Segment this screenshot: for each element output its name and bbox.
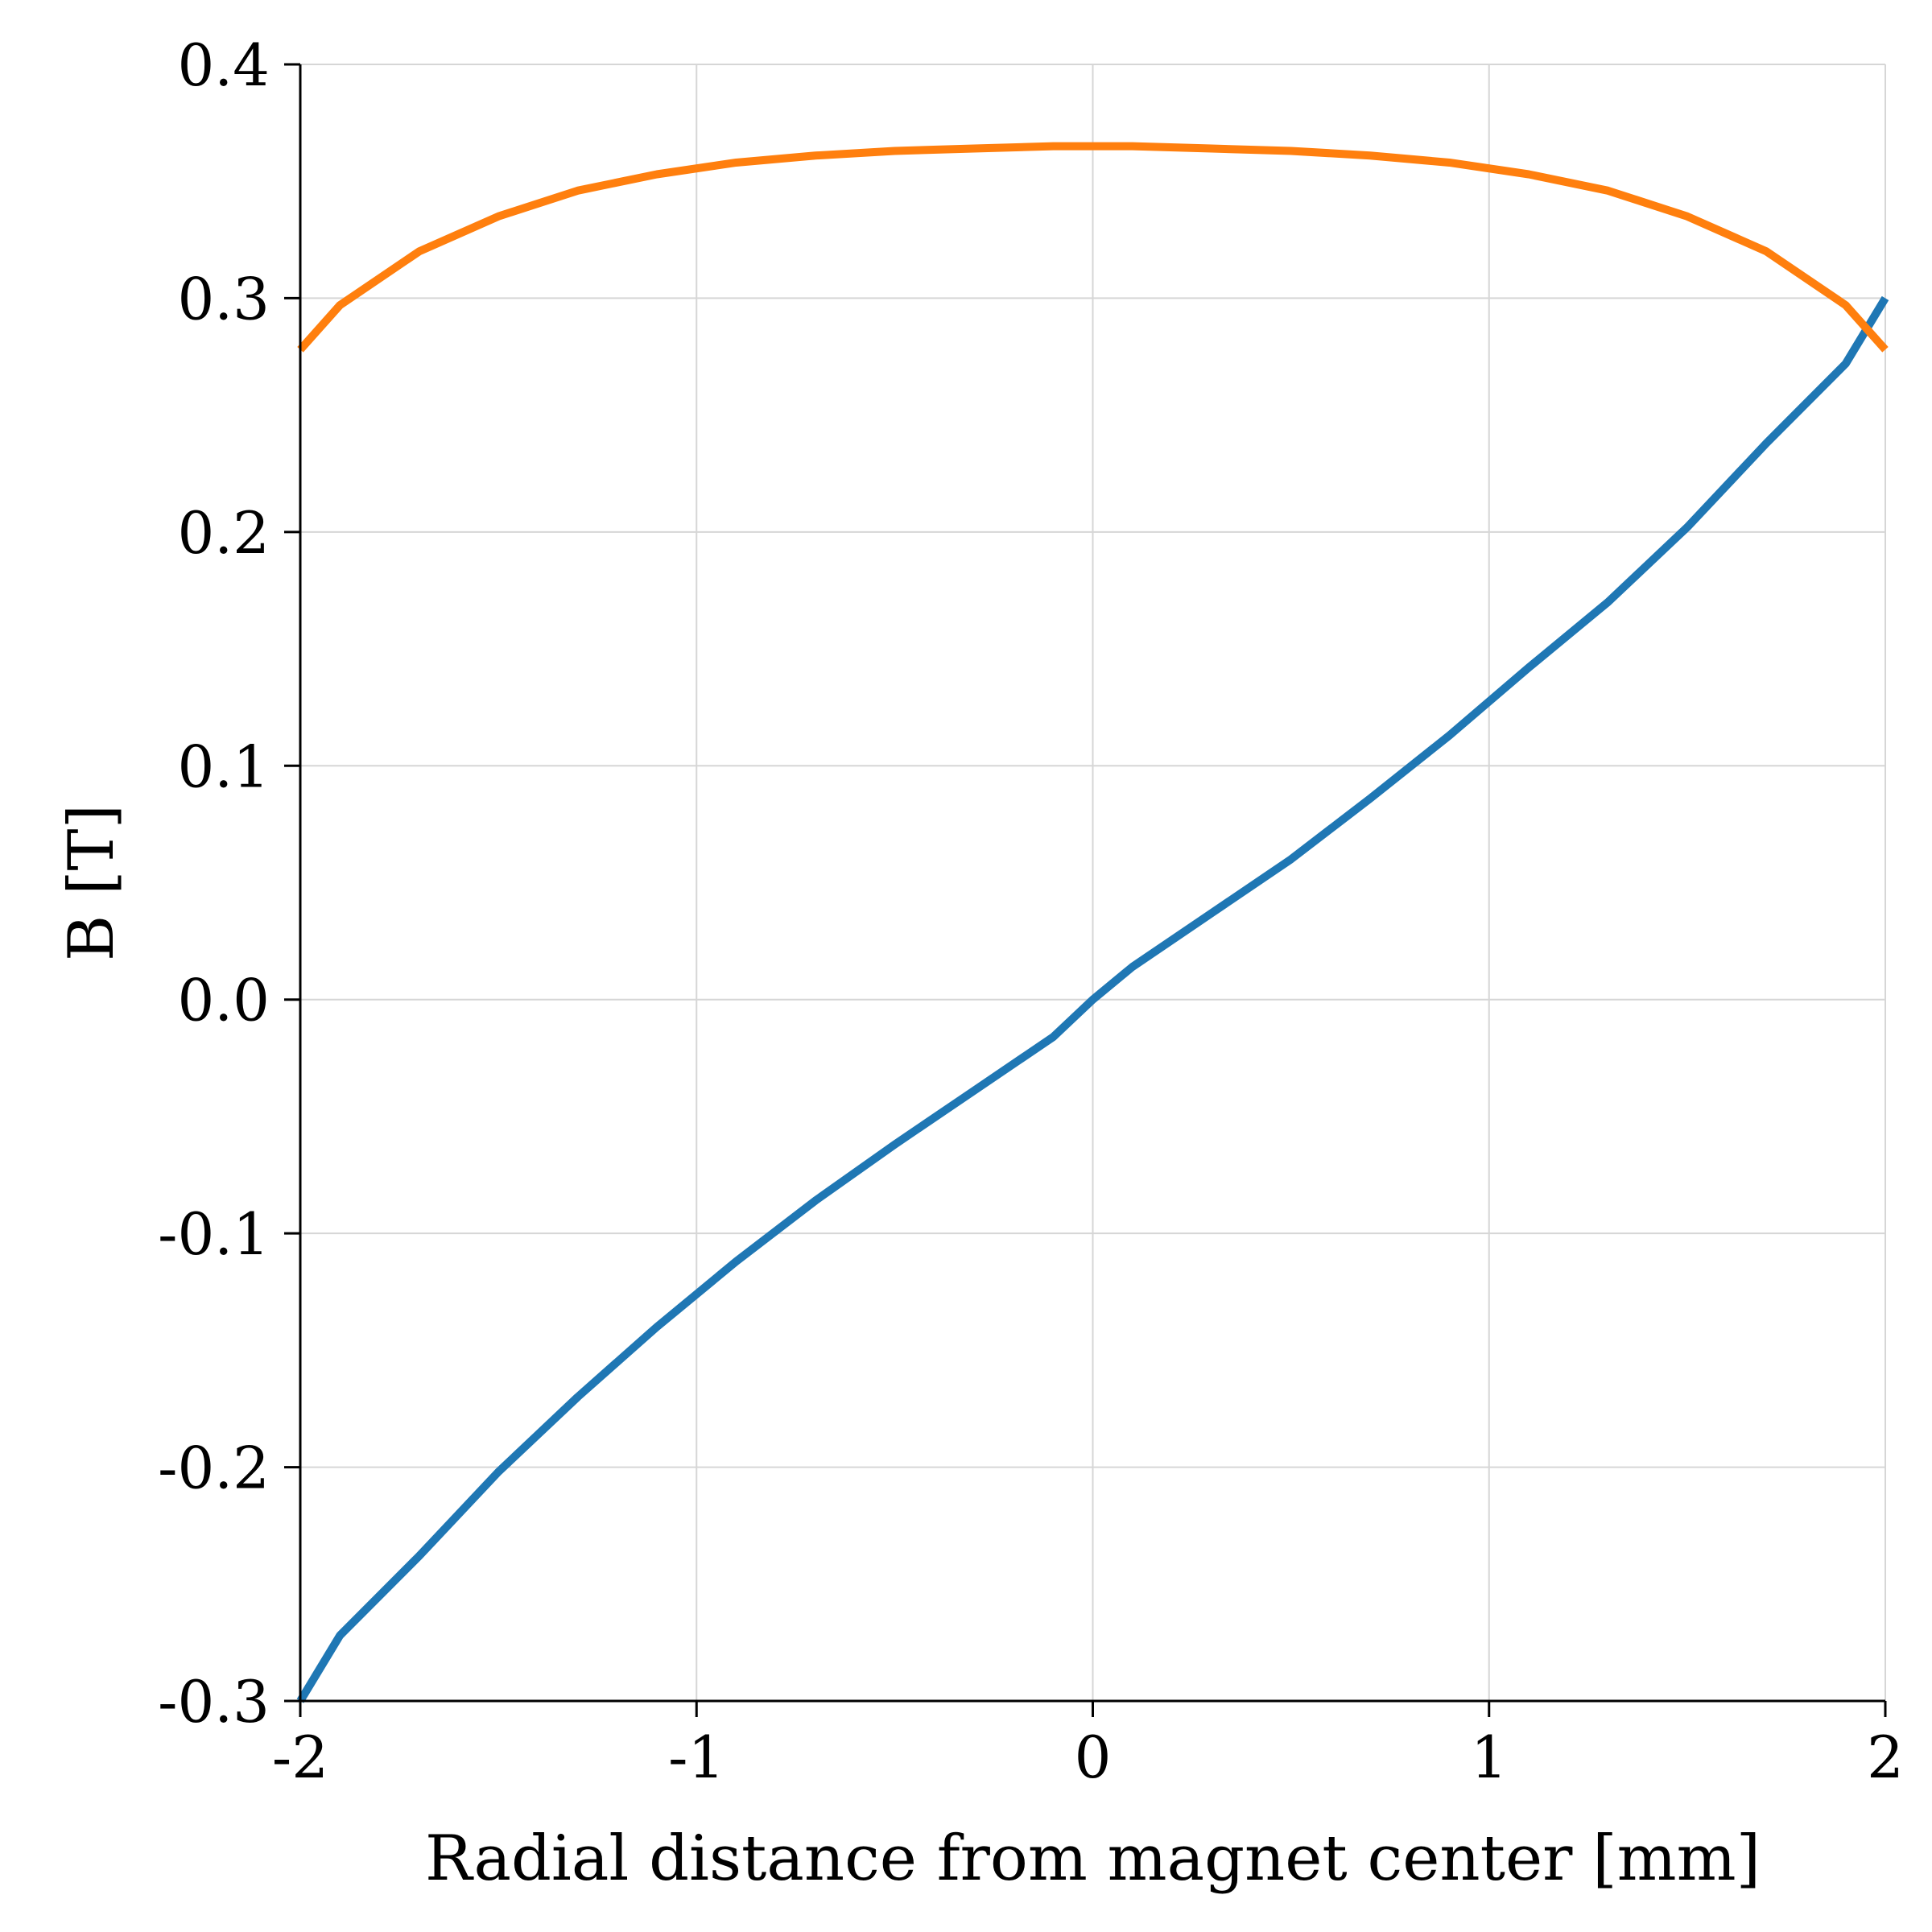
y-tick-label-4: 0.1: [177, 733, 270, 800]
grid-lines: [299, 64, 1886, 1702]
y-tick-label-6: 0.3: [177, 265, 270, 332]
y-tick-label-2: -0.1: [158, 1200, 270, 1268]
tick-labels: -2 -1 0 1 2 -0.3 -0.2 -0.1 0.0 0.1 0.2 0.3 0.4: [158, 31, 1904, 1791]
x-tick-label-2: 0: [1075, 1724, 1112, 1791]
x-tick-label-3: 1: [1471, 1724, 1508, 1791]
y-tick-label-3: 0.0: [177, 967, 270, 1034]
x-axis-label: Radial distance from magnet center [mm]: [425, 1823, 1761, 1895]
y-tick-label-7: 0.4: [177, 31, 270, 99]
y-axis-label: B [T]: [56, 804, 128, 961]
y-tick-label-5: 0.2: [177, 499, 270, 567]
y-tick-label-0: -0.3: [158, 1668, 270, 1736]
x-tick-label-1: -1: [668, 1724, 724, 1791]
series-line-1: [297, 142, 1889, 353]
x-tick-label-0: -2: [272, 1724, 328, 1791]
x-tick-label-4: 2: [1867, 1724, 1904, 1791]
tick-marks: [284, 63, 1887, 1717]
series-line-0: [296, 295, 1889, 1703]
y-tick-label-1: -0.2: [158, 1435, 270, 1502]
series-lines: [296, 142, 1889, 1703]
